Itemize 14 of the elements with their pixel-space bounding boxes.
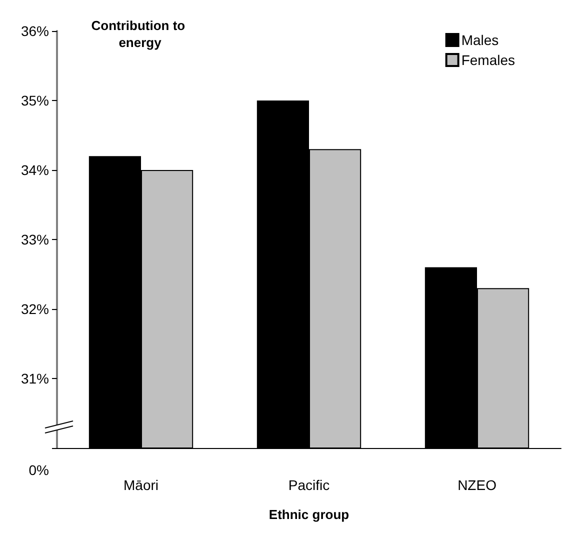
text: 0%: [28, 462, 49, 478]
legend-label: Males: [461, 32, 499, 48]
x-tick-label: Māori: [123, 477, 159, 493]
y-tick-label: 35%: [20, 92, 49, 108]
legend-label: Females: [461, 52, 516, 68]
y-tick-label: 34%: [20, 162, 49, 178]
x-tick-label: Pacific: [288, 477, 330, 493]
y-axis-title: Contribution to energy: [91, 18, 189, 50]
x-tick-label: NZEO: [458, 477, 497, 493]
y-tick-label: 31%: [20, 370, 49, 386]
y-tick-label: 36%: [20, 23, 49, 39]
x-axis-title: Ethnic group: [268, 507, 350, 522]
y-tick-label: 32%: [20, 301, 49, 317]
y-tick-label: 33%: [20, 232, 49, 248]
